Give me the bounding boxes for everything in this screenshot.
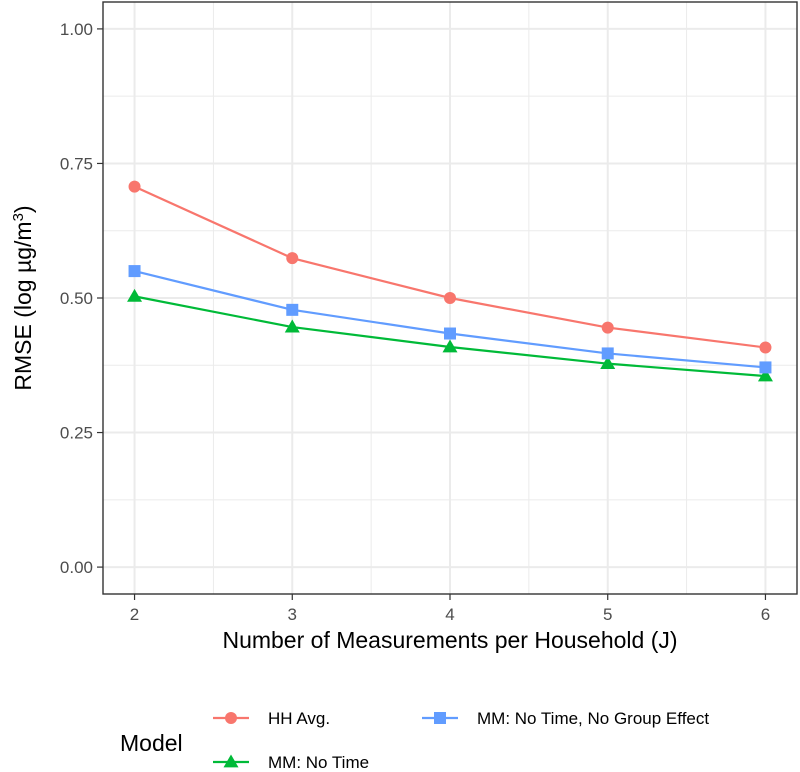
data-point-mm-no-time-no-group-effect <box>128 265 141 278</box>
series-mm-no-time-no-group-effect <box>128 265 772 374</box>
y-tick-label: 1.00 <box>60 20 93 39</box>
data-point-mm-no-time-no-group-effect <box>444 327 456 340</box>
y-axis-title: RMSE (log µg/m3) <box>10 205 37 390</box>
data-point-hh-avg <box>286 252 299 265</box>
data-point-hh-avg <box>759 341 772 354</box>
y-tick-label: 0.25 <box>60 424 93 443</box>
x-tick-label: 2 <box>130 605 139 624</box>
data-point-mm-no-time <box>442 339 458 353</box>
series-layer <box>127 180 773 382</box>
legend-key-marker <box>225 712 237 724</box>
legend: Model HH Avg. MM: No Time MM: No Time, No … <box>120 709 709 772</box>
data-point-hh-avg <box>128 180 141 193</box>
y-tick-label: 0.50 <box>60 289 93 308</box>
data-point-mm-no-time <box>757 368 773 382</box>
legend-label: MM: No Time <box>268 753 369 772</box>
series-hh-avg <box>128 180 772 354</box>
x-tick-label: 4 <box>445 605 454 624</box>
legend-item-mm-no-time-no-group-effect: MM: No Time, No Group Effect <box>422 709 709 728</box>
legend-item-mm-no-time: MM: No Time <box>213 753 369 772</box>
legend-label: HH Avg. <box>268 709 330 728</box>
data-point-mm-no-time-no-group-effect <box>286 303 299 316</box>
legend-item-hh-avg: HH Avg. <box>213 709 330 728</box>
x-tick-label: 5 <box>603 605 612 624</box>
legend-title: Model <box>120 730 183 756</box>
y-axis-title-superscript: 3 <box>10 213 27 221</box>
data-point-hh-avg <box>444 292 456 304</box>
data-point-mm-no-time <box>127 288 143 302</box>
data-point-hh-avg <box>601 321 614 334</box>
y-axis-title-prefix: RMSE (log µg/m <box>10 221 36 390</box>
y-tick-label: 0.00 <box>60 558 93 577</box>
data-point-mm-no-time-no-group-effect <box>601 347 614 360</box>
data-point-mm-no-time <box>284 319 300 333</box>
x-tick-label: 6 <box>761 605 770 624</box>
data-point-mm-no-time-no-group-effect <box>759 361 772 374</box>
axis-ticks <box>97 28 767 600</box>
data-point-mm-no-time <box>600 356 616 370</box>
legend-key-marker <box>434 712 446 724</box>
y-tick-label: 0.75 <box>60 154 93 173</box>
x-tick-label: 3 <box>288 605 297 624</box>
series-mm-no-time <box>127 288 773 382</box>
y-axis-title-suffix: ) <box>10 205 36 213</box>
axis-tick-labels: 0.00 0.25 0.50 0.75 1.00 2 3 4 5 6 <box>60 20 770 624</box>
legend-label: MM: No Time, No Group Effect <box>477 709 709 728</box>
legend-key-marker <box>223 754 239 768</box>
x-axis-title: Number of Measurements per Household (J) <box>222 627 677 653</box>
